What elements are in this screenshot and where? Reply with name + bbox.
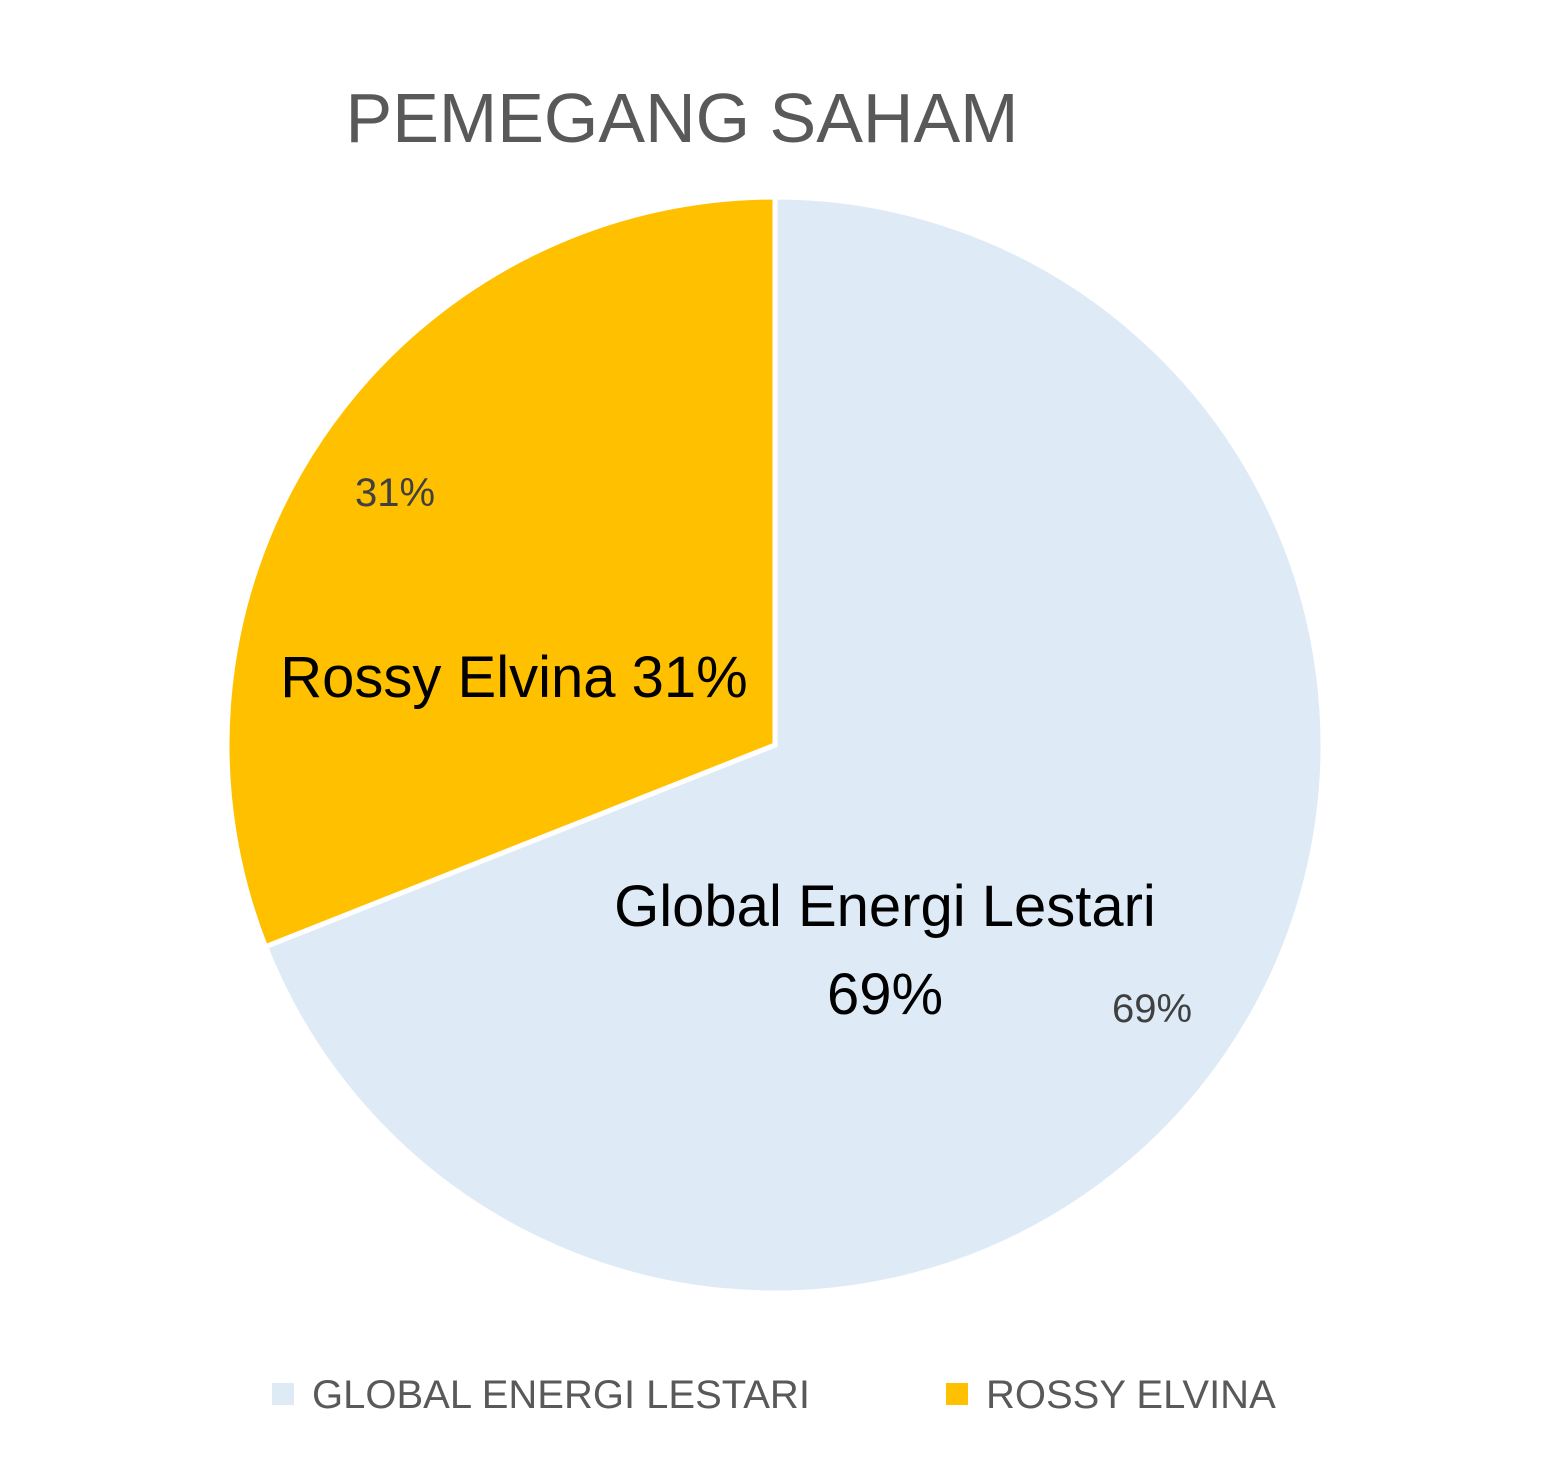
legend-swatch-rossy-elvina: [946, 1383, 968, 1405]
annotation-rossy-elvina: Rossy Elvina 31%: [280, 645, 747, 710]
pie-slice-global-energi-lestari: [262, 194, 1326, 1296]
data-label-rossy-elvina: 31%: [355, 471, 435, 515]
pie-slices: [224, 194, 1326, 1296]
legend-swatch-global-energi-lestari: [272, 1383, 294, 1405]
data-label-global-energi-lestari: 69%: [1112, 987, 1192, 1031]
pie-slice-rossy-elvina: [224, 194, 778, 950]
chart-title: PEMEGANG SAHAM: [346, 79, 1019, 157]
legend-label-rossy-elvina: ROSSY ELVINA: [986, 1373, 1276, 1417]
annotation-global-energi-lestari-percent: 69%: [827, 962, 943, 1027]
legend-label-global-energi-lestari: GLOBAL ENERGI LESTARI: [312, 1373, 810, 1417]
legend: GLOBAL ENERGI LESTARI ROSSY ELVINA: [272, 1373, 1276, 1417]
annotation-global-energi-lestari-name: Global Energi Lestari: [614, 874, 1156, 939]
